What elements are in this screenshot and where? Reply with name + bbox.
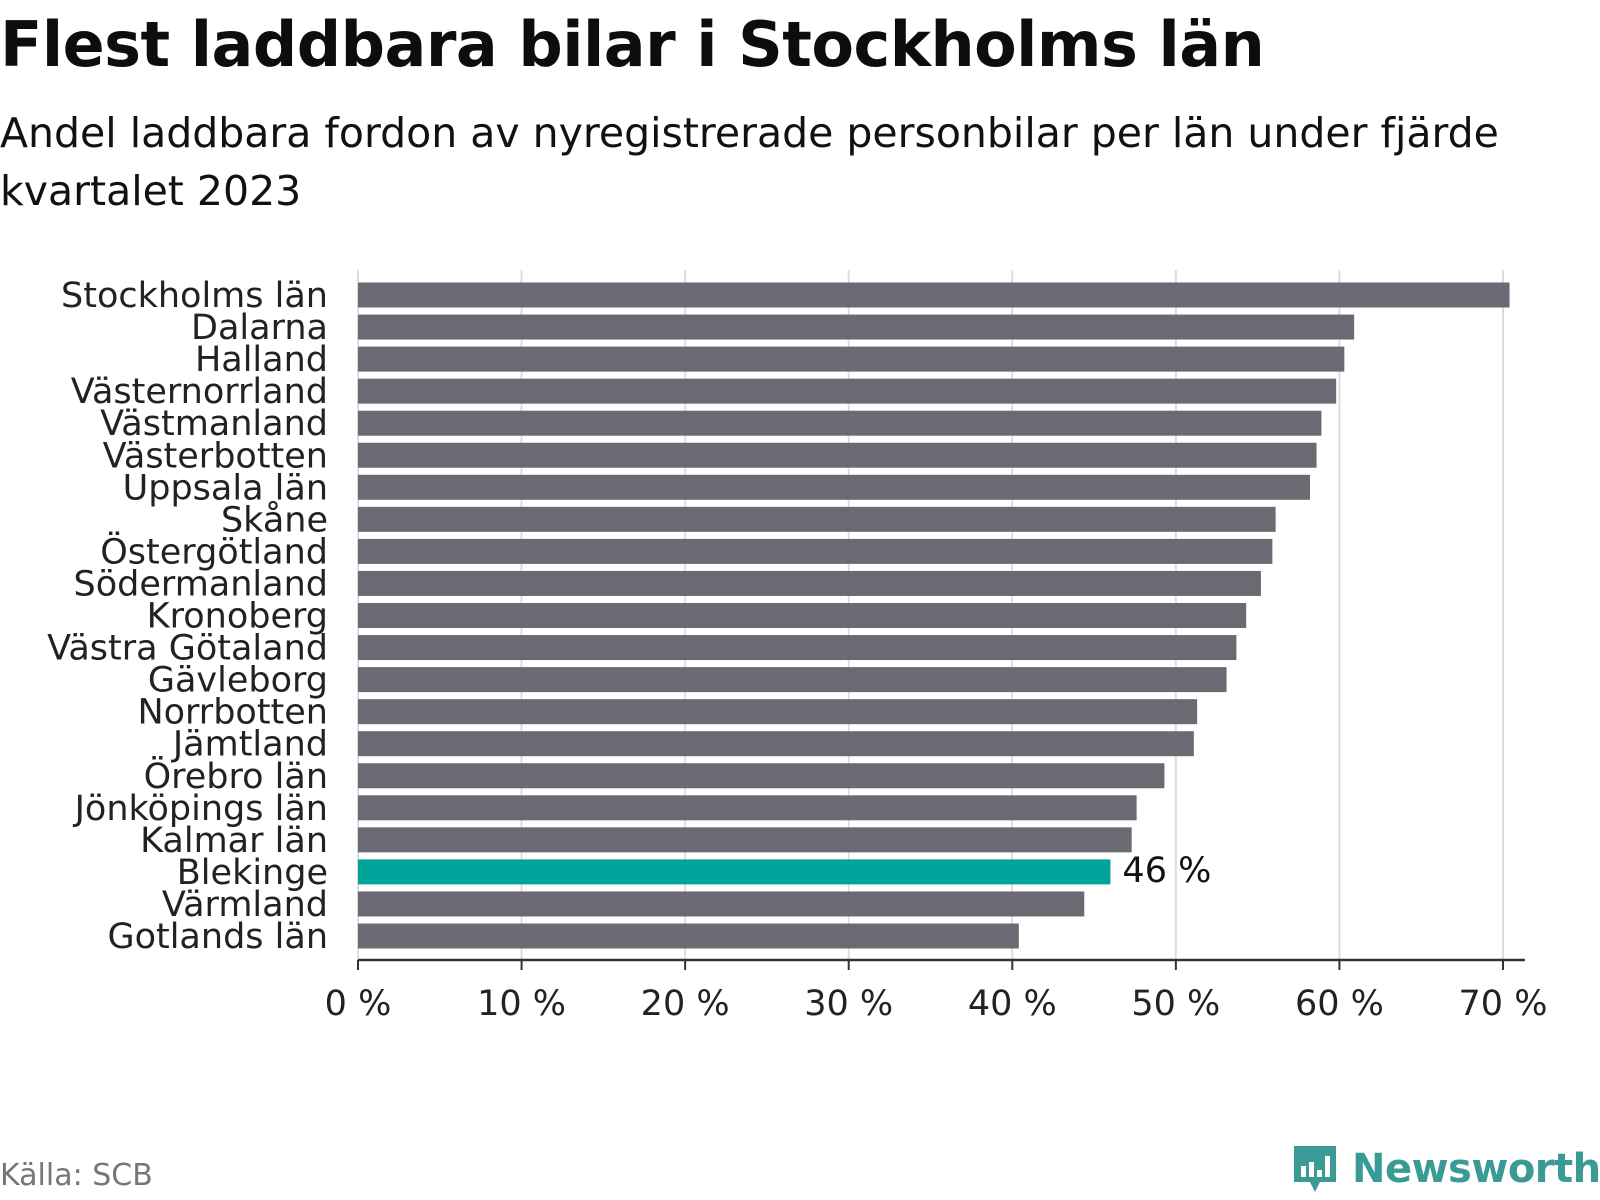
bar-västerbotten (358, 442, 1317, 468)
category-label: Norrbotten (137, 693, 328, 733)
data-label: 46 % (1122, 851, 1211, 891)
category-label: Örebro län (144, 755, 328, 797)
category-label: Halland (195, 340, 328, 380)
category-label: Västerbotten (103, 436, 328, 476)
x-tick-label: 70 % (1459, 984, 1548, 1024)
category-label: Östergötland (100, 530, 328, 572)
bar-gotlands-län (358, 923, 1019, 949)
brand-name: Newsworthy (1352, 1146, 1600, 1192)
bar-kalmar-län (358, 827, 1132, 853)
category-label: Uppsala län (123, 468, 328, 508)
bar-kronoberg (358, 603, 1247, 628)
bar-jönköpings-län (358, 795, 1137, 821)
bar-västmanland (358, 410, 1322, 436)
newsworthy-logo-icon (1294, 1146, 1336, 1192)
category-label: Värmland (162, 885, 328, 925)
x-tick-label: 40 % (968, 984, 1057, 1024)
bar-blekinge (358, 859, 1111, 885)
bar-östergötland (358, 538, 1273, 564)
bar-västernorrland (358, 378, 1337, 404)
category-label: Gotlands län (107, 917, 328, 957)
category-labels: Stockholms länDalarnaHallandVästernorrla… (47, 276, 1211, 957)
bar-jämtland (358, 731, 1194, 757)
source-note: Källa: SCB (0, 1158, 153, 1193)
bar-värmland (358, 891, 1085, 917)
bar-västra-götaland (358, 635, 1237, 661)
bar-gävleborg (358, 667, 1227, 693)
category-label: Västernorrland (71, 372, 328, 412)
bar-uppsala-län (358, 474, 1310, 500)
bar-södermanland (358, 570, 1261, 596)
x-tick-label: 50 % (1131, 984, 1220, 1024)
category-label: Jämtland (171, 725, 328, 765)
x-tick-label: 20 % (641, 984, 730, 1024)
bar-dalarna (358, 314, 1355, 340)
category-label: Kalmar län (140, 821, 328, 861)
bar-skåne (358, 506, 1276, 532)
category-label: Stockholms län (61, 276, 328, 316)
chart-subtitle: Andel laddbara fordon av nyregistrerade … (0, 109, 1499, 215)
bar-norrbotten (358, 699, 1198, 725)
x-tick-label: 30 % (804, 984, 893, 1024)
x-tick-label: 0 % (325, 984, 392, 1024)
category-label: Skåne (221, 499, 328, 540)
category-label: Blekinge (177, 853, 328, 893)
bar-halland (358, 346, 1345, 372)
category-label: Gävleborg (148, 661, 328, 701)
bars (358, 282, 1510, 949)
category-label: Södermanland (74, 564, 328, 604)
chart-title: Flest laddbara bilar i Stockholms län (0, 8, 1265, 81)
bar-stockholms-län (358, 282, 1510, 308)
category-label: Jönköpings län (73, 789, 328, 829)
x-tick-label: 60 % (1295, 984, 1384, 1024)
category-label: Kronoberg (147, 597, 328, 637)
category-label: Västmanland (100, 404, 328, 444)
x-axis: 0 % 10 % 20 % 30 % 40 % 50 % 60 % 70 % (325, 958, 1548, 1024)
bar-örebro-län (358, 763, 1165, 789)
x-tick-label: 10 % (477, 984, 566, 1024)
category-label: Dalarna (191, 308, 328, 348)
category-label: Västra Götaland (47, 629, 328, 669)
brand-logo: Newsworthy (1290, 1142, 1600, 1196)
